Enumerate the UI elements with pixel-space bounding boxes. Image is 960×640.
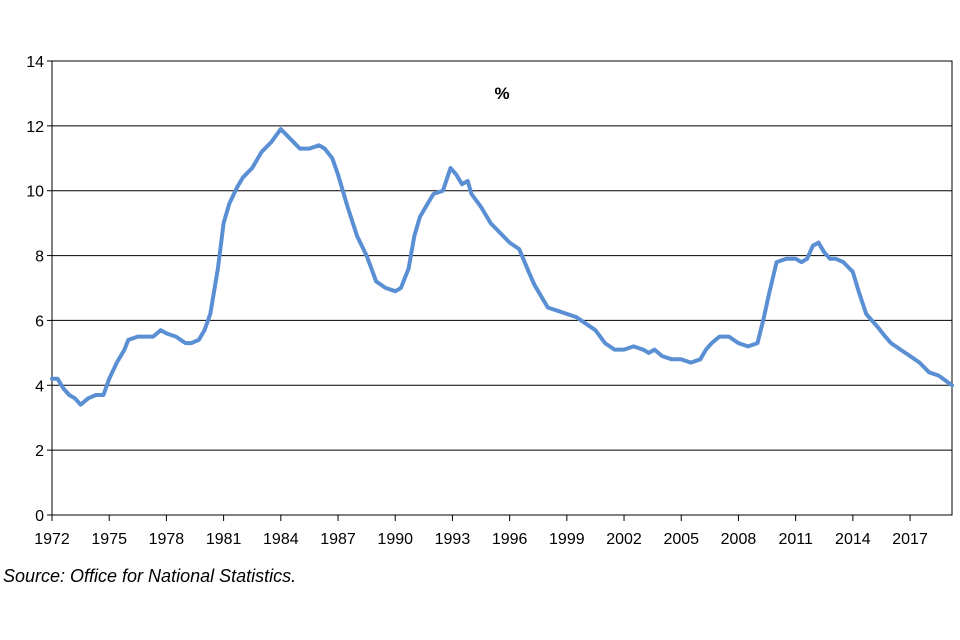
y-tick-label: 4: [35, 378, 44, 395]
series-line: [50, 127, 954, 407]
x-tick-label: 2005: [663, 531, 699, 548]
x-tick-label: 2014: [835, 531, 871, 548]
x-tick-label: 1978: [149, 531, 185, 548]
x-tick-label: 2008: [721, 531, 757, 548]
y-tick-label: 10: [26, 184, 44, 201]
y-tick-label: 6: [35, 313, 44, 330]
y-tick-label: 14: [26, 54, 44, 71]
x-tick-label: 1972: [34, 531, 70, 548]
plot-area: [51, 60, 953, 516]
x-tick-label: 2002: [606, 531, 642, 548]
x-tick-label: 1990: [377, 531, 413, 548]
source-note: Source: Office for National Statistics.: [3, 566, 297, 586]
x-tick-label: 2011: [778, 531, 813, 548]
y-tick-label: 0: [35, 508, 44, 525]
y-axis: 0 2 4 6 8 10 12 14: [26, 54, 52, 525]
x-tick-label: 1999: [549, 531, 585, 548]
grid-lines: [52, 125, 952, 451]
x-tick-label: 1993: [435, 531, 471, 548]
x-tick-label: 1975: [91, 531, 127, 548]
x-tick-label: 1996: [492, 531, 528, 548]
unit-label: %: [494, 84, 509, 103]
y-tick-label: 8: [35, 249, 44, 266]
x-tick-label: 1987: [320, 531, 356, 548]
y-tick-label: 12: [26, 119, 44, 136]
x-tick-label: 1981: [206, 531, 242, 548]
x-axis: 1972 1975 1978 1981 1984 1987 1990 1993 1996 1999…: [34, 515, 928, 548]
x-tick-label: 2017: [892, 531, 928, 548]
x-tick-label: 1984: [263, 531, 299, 548]
y-tick-label: 2: [35, 443, 44, 460]
